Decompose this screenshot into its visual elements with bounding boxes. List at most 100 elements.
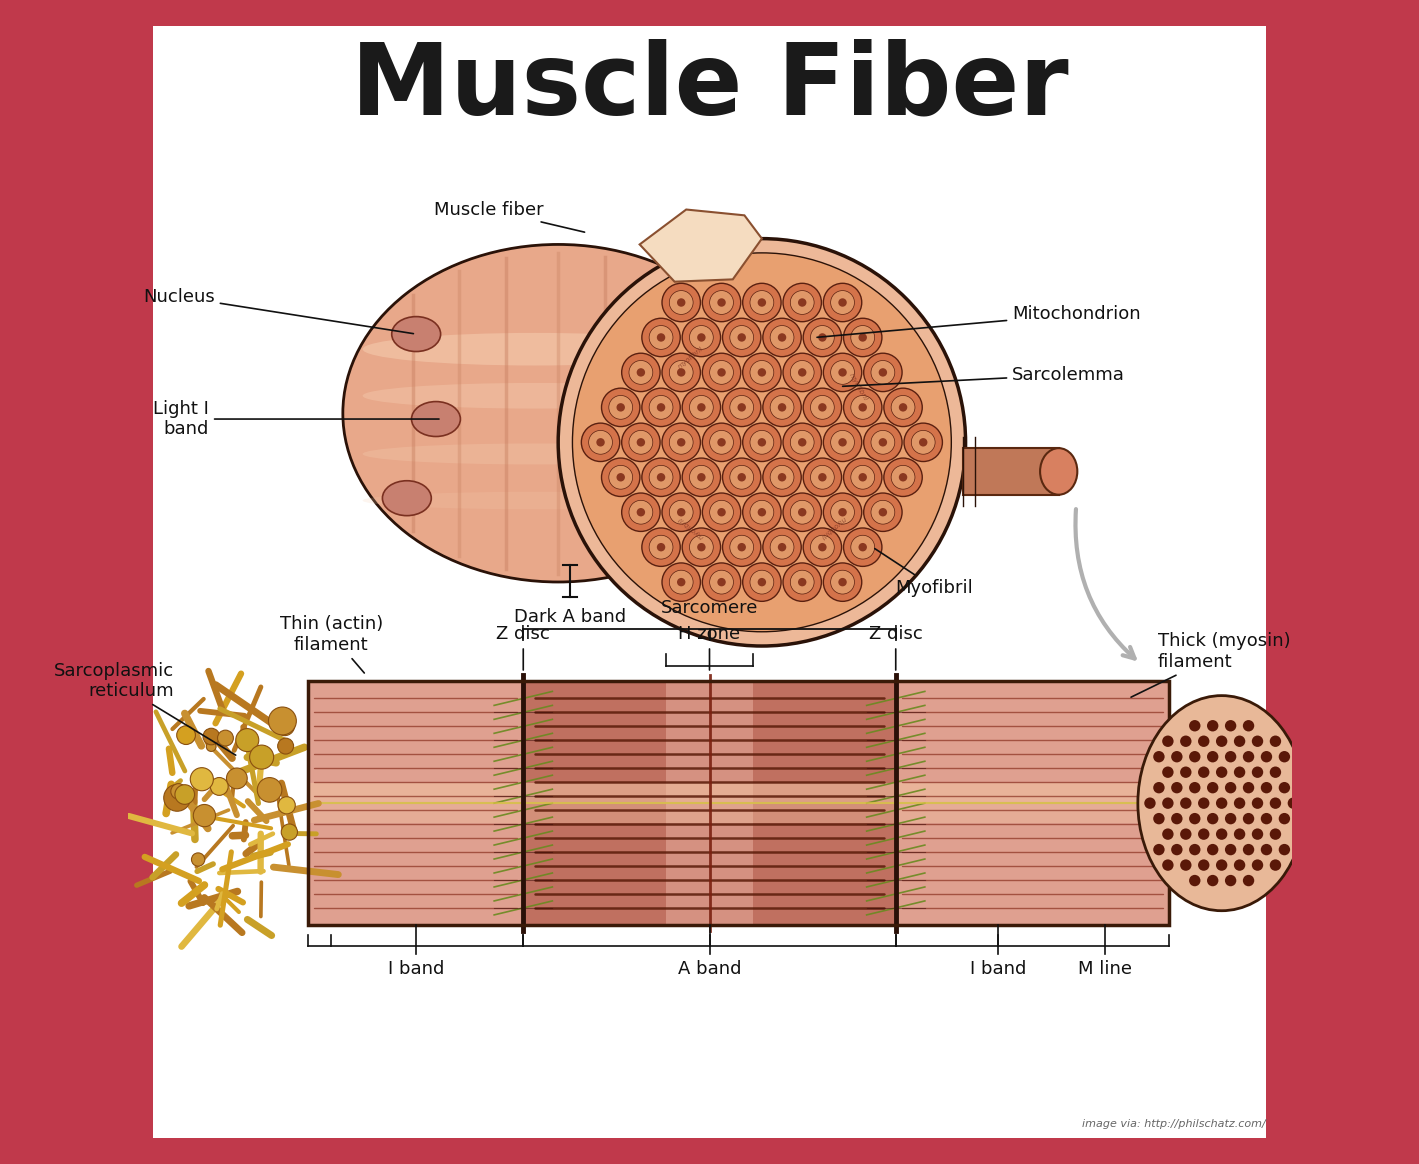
Circle shape [758, 368, 766, 377]
Text: I band: I band [387, 960, 444, 978]
Circle shape [843, 318, 883, 356]
Circle shape [278, 796, 295, 814]
Circle shape [1208, 875, 1219, 886]
Circle shape [771, 466, 795, 489]
Circle shape [783, 563, 822, 602]
Circle shape [582, 424, 620, 462]
Circle shape [810, 535, 834, 559]
Ellipse shape [1040, 448, 1077, 495]
Circle shape [738, 473, 746, 482]
Circle shape [823, 563, 861, 602]
Circle shape [663, 494, 701, 532]
Circle shape [1154, 751, 1165, 762]
Circle shape [1208, 782, 1219, 794]
Circle shape [878, 438, 887, 447]
Circle shape [622, 494, 660, 532]
Circle shape [1154, 844, 1165, 856]
Text: Dark A band: Dark A band [514, 608, 626, 625]
Circle shape [710, 291, 734, 314]
Circle shape [864, 353, 902, 391]
Circle shape [1270, 766, 1281, 778]
Circle shape [657, 403, 666, 412]
Circle shape [1235, 829, 1246, 840]
Circle shape [702, 494, 741, 532]
Circle shape [670, 501, 692, 524]
Circle shape [278, 738, 294, 754]
Text: myofibril: myofibril [819, 514, 847, 539]
Circle shape [803, 318, 841, 356]
Circle shape [1198, 829, 1209, 840]
Circle shape [771, 535, 795, 559]
Circle shape [1162, 766, 1174, 778]
Circle shape [697, 333, 705, 342]
Text: H zone: H zone [678, 625, 741, 670]
Circle shape [558, 239, 965, 646]
Circle shape [790, 361, 815, 384]
Circle shape [690, 466, 714, 489]
Text: Mitochondrion: Mitochondrion [817, 305, 1141, 338]
Ellipse shape [392, 317, 441, 352]
Circle shape [839, 577, 847, 587]
Circle shape [738, 333, 746, 342]
Circle shape [1198, 859, 1209, 871]
Circle shape [281, 824, 298, 840]
Circle shape [236, 729, 258, 752]
Circle shape [819, 403, 827, 412]
Circle shape [710, 570, 734, 594]
Circle shape [783, 494, 822, 532]
Circle shape [663, 353, 701, 391]
Circle shape [790, 570, 815, 594]
Circle shape [637, 368, 646, 377]
Circle shape [1171, 844, 1182, 856]
Circle shape [1181, 766, 1192, 778]
Circle shape [710, 361, 734, 384]
Circle shape [629, 361, 653, 384]
Circle shape [648, 326, 673, 349]
Circle shape [771, 396, 795, 419]
Circle shape [738, 403, 746, 412]
Text: A band: A band [678, 960, 741, 978]
Circle shape [1270, 797, 1281, 809]
Text: M line: M line [1078, 960, 1132, 978]
Circle shape [722, 528, 761, 567]
Circle shape [690, 326, 714, 349]
Circle shape [878, 508, 887, 517]
Circle shape [1235, 736, 1246, 747]
Circle shape [1154, 782, 1165, 794]
Circle shape [1279, 751, 1290, 762]
Circle shape [648, 535, 673, 559]
Circle shape [170, 783, 186, 800]
Circle shape [729, 535, 753, 559]
Circle shape [830, 431, 854, 454]
Circle shape [609, 466, 633, 489]
Circle shape [898, 473, 907, 482]
Circle shape [751, 291, 773, 314]
Circle shape [839, 368, 847, 377]
Circle shape [763, 388, 802, 426]
Circle shape [257, 778, 282, 802]
Text: image via: http://philschatz.com/: image via: http://philschatz.com/ [1083, 1119, 1266, 1129]
Circle shape [589, 431, 613, 454]
Circle shape [1287, 797, 1298, 809]
Circle shape [637, 438, 646, 447]
Circle shape [884, 388, 922, 426]
Circle shape [657, 333, 666, 342]
Bar [308, 681, 1169, 925]
Circle shape [1225, 875, 1236, 886]
Circle shape [718, 298, 725, 307]
Circle shape [1243, 844, 1254, 856]
Bar [308, 681, 1169, 925]
Circle shape [751, 570, 773, 594]
Circle shape [1216, 766, 1227, 778]
Circle shape [1270, 859, 1281, 871]
Text: I band: I band [971, 960, 1026, 978]
Circle shape [843, 528, 883, 567]
Circle shape [778, 542, 786, 552]
Circle shape [250, 745, 274, 769]
Circle shape [641, 459, 680, 497]
Circle shape [1252, 797, 1263, 809]
Circle shape [1181, 829, 1192, 840]
Polygon shape [640, 210, 762, 282]
Ellipse shape [363, 443, 707, 464]
Circle shape [641, 318, 680, 356]
